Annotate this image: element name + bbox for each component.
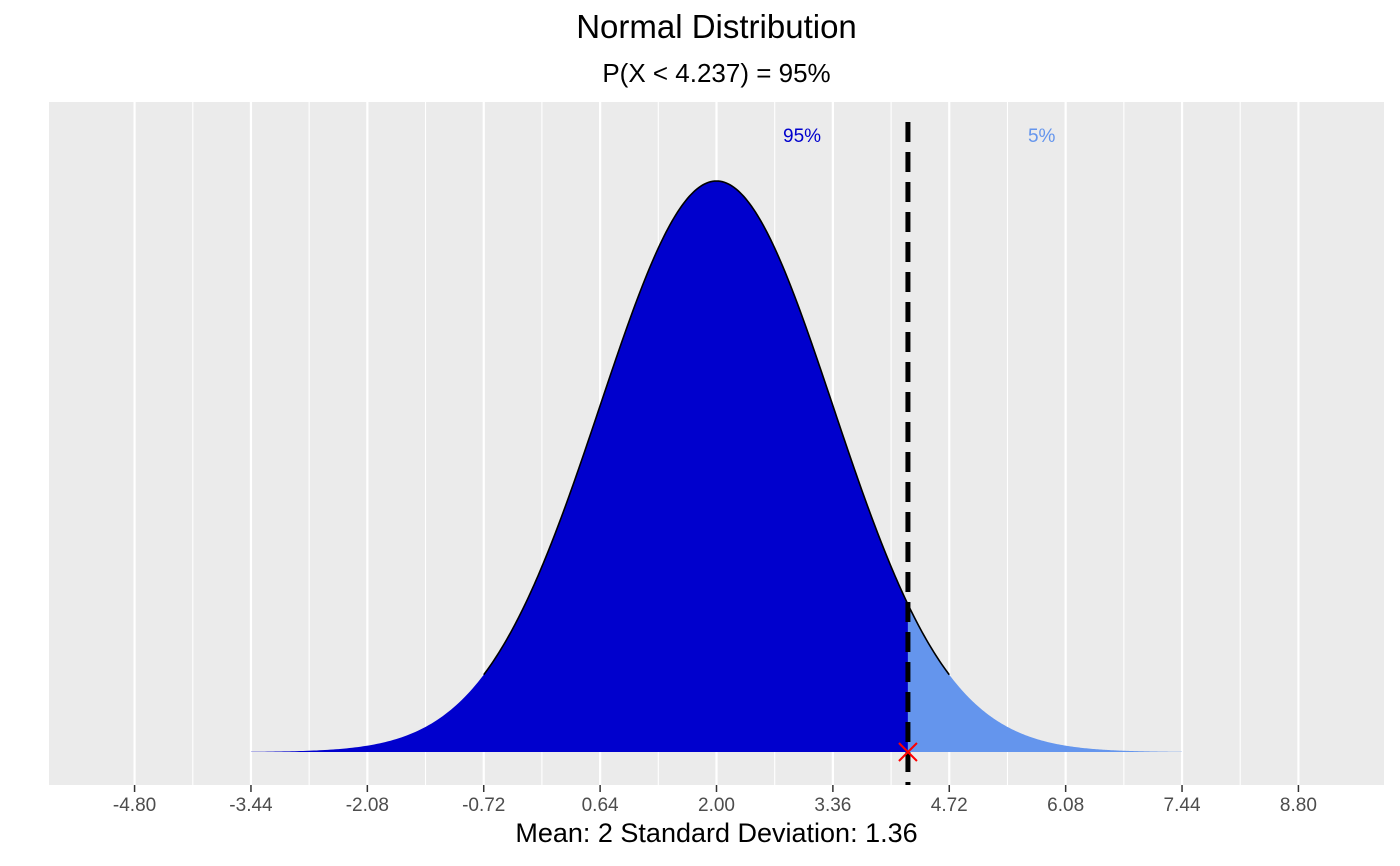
x-tick-label: 6.08: [1047, 795, 1084, 816]
marker-stroke: [898, 742, 918, 762]
x-tick-label: -3.44: [229, 795, 273, 816]
x-axis-label: Mean: 2 Standard Deviation: 1.36: [515, 818, 918, 848]
x-tick-label: -4.80: [113, 795, 156, 816]
x-tick-label: 0.64: [582, 795, 619, 816]
x-tick-label: -0.72: [462, 795, 505, 816]
x-tick-label: 3.36: [814, 795, 851, 816]
region-labels: 95% 5%: [783, 126, 1055, 147]
density-curve-outline: [483, 180, 950, 676]
region-label-1: 95%: [783, 126, 821, 147]
x-axis-ticks: -4.80 -3.44 -2.08 -0.72 0.64 2.00 3.36 4.72 6.08…: [113, 785, 1317, 816]
x-tick-label: 4.72: [931, 795, 968, 816]
x-tick-label: 8.80: [1280, 795, 1317, 816]
x-tick-label: 2.00: [698, 795, 735, 816]
quantile-marker: [898, 742, 918, 762]
region-area-1: [250, 181, 908, 752]
region-area-2: [907, 604, 1183, 752]
x-tick-label: -2.08: [346, 795, 389, 816]
chart-title: Normal Distribution: [576, 8, 857, 45]
region-label-2: 5%: [1028, 126, 1056, 147]
shaded-regions: [250, 181, 1183, 752]
x-tick-label: 7.44: [1164, 795, 1201, 816]
chart-subtitle: P(X < 4.237) = 95%: [602, 58, 831, 88]
